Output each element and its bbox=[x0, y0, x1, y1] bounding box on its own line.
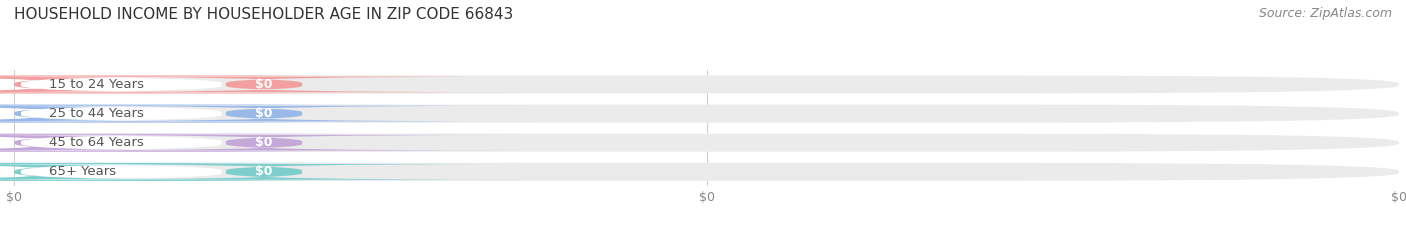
FancyBboxPatch shape bbox=[0, 106, 326, 121]
FancyBboxPatch shape bbox=[0, 164, 326, 180]
Text: $0: $0 bbox=[256, 136, 273, 149]
FancyBboxPatch shape bbox=[0, 135, 326, 151]
FancyBboxPatch shape bbox=[0, 163, 402, 181]
FancyBboxPatch shape bbox=[14, 75, 1399, 93]
FancyBboxPatch shape bbox=[0, 164, 530, 180]
Text: $0: $0 bbox=[256, 165, 273, 178]
FancyBboxPatch shape bbox=[0, 135, 530, 151]
Text: Source: ZipAtlas.com: Source: ZipAtlas.com bbox=[1258, 7, 1392, 20]
Text: 25 to 44 Years: 25 to 44 Years bbox=[49, 107, 143, 120]
FancyBboxPatch shape bbox=[0, 106, 530, 121]
FancyBboxPatch shape bbox=[0, 77, 326, 92]
FancyBboxPatch shape bbox=[0, 105, 402, 123]
Text: 65+ Years: 65+ Years bbox=[49, 165, 115, 178]
FancyBboxPatch shape bbox=[0, 77, 530, 92]
FancyBboxPatch shape bbox=[0, 75, 402, 93]
Text: HOUSEHOLD INCOME BY HOUSEHOLDER AGE IN ZIP CODE 66843: HOUSEHOLD INCOME BY HOUSEHOLDER AGE IN Z… bbox=[14, 7, 513, 22]
FancyBboxPatch shape bbox=[14, 163, 1399, 181]
FancyBboxPatch shape bbox=[14, 105, 1399, 123]
Text: $0: $0 bbox=[256, 107, 273, 120]
FancyBboxPatch shape bbox=[0, 134, 402, 152]
Text: 15 to 24 Years: 15 to 24 Years bbox=[49, 78, 143, 91]
Text: $0: $0 bbox=[256, 78, 273, 91]
FancyBboxPatch shape bbox=[14, 134, 1399, 152]
Text: 45 to 64 Years: 45 to 64 Years bbox=[49, 136, 143, 149]
